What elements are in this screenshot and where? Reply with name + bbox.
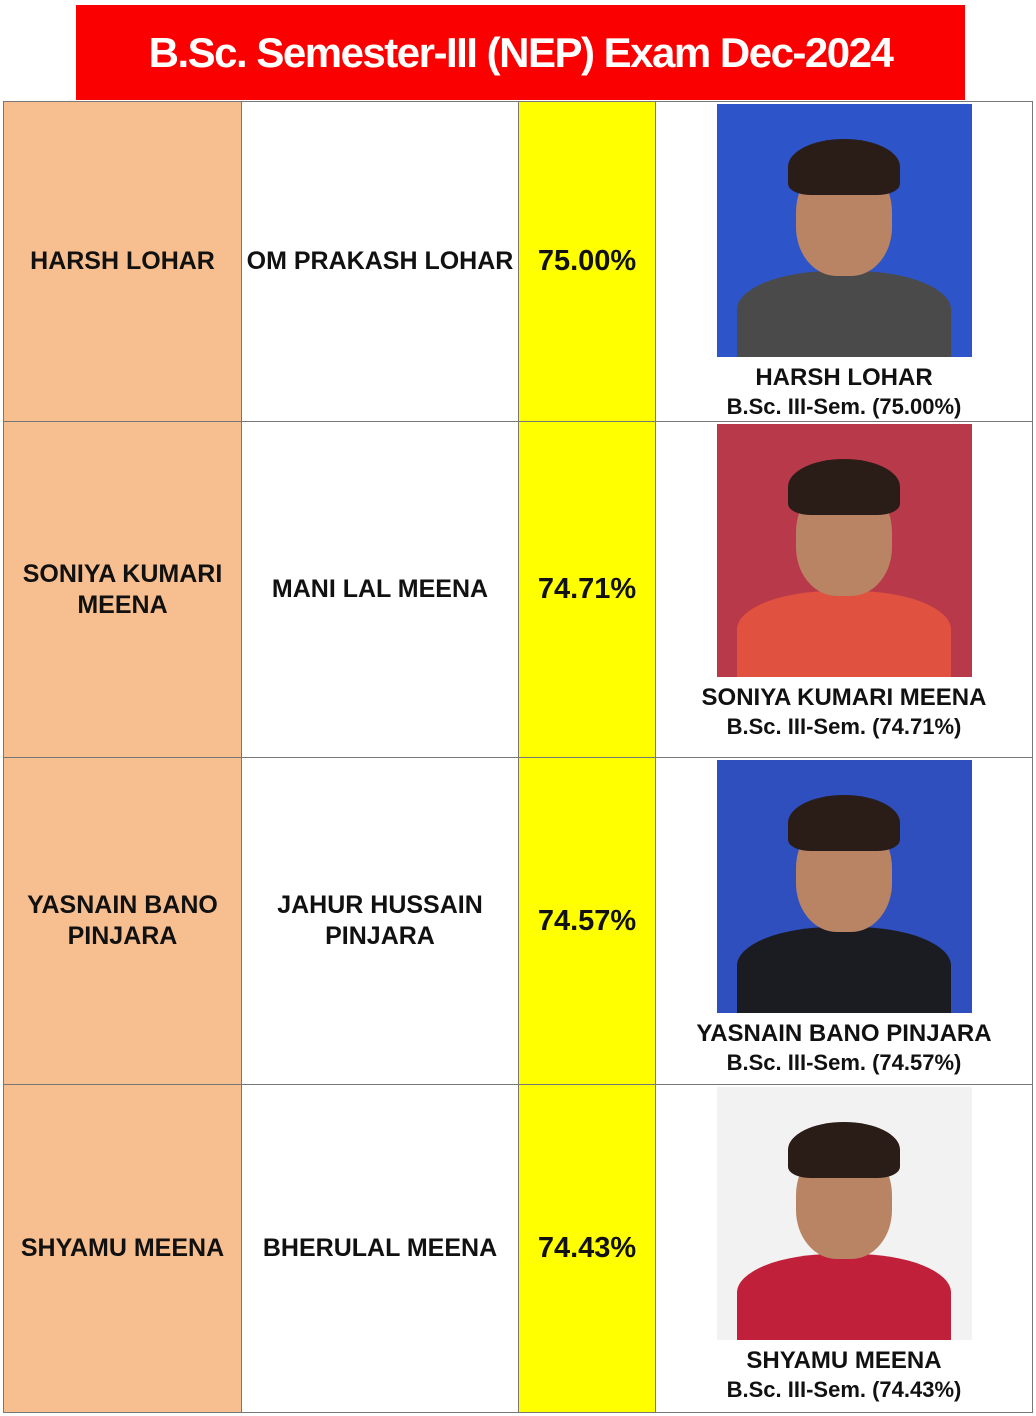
percentage: 74.43% (518, 1084, 656, 1413)
photo-body (736, 270, 952, 357)
photo-caption: B.Sc. III-Sem. (74.71%) (726, 714, 962, 739)
photo-caption: B.Sc. III-Sem. (74.57%) (726, 1050, 962, 1075)
photo-body (736, 926, 952, 1013)
student-name: SONIYA KUMARI MEENA (3, 421, 242, 758)
student-name: YASNAIN BANO PINJARA (3, 757, 242, 1085)
student-photo (716, 104, 972, 357)
father-name: OM PRAKASH LOHAR (241, 101, 519, 422)
photo-caption: B.Sc. III-Sem. (74.43%) (726, 1377, 962, 1402)
photo-body (736, 590, 952, 677)
photo-name: YASNAIN BANO PINJARA (696, 1020, 992, 1047)
percentage: 75.00% (518, 101, 656, 422)
photo-hair (787, 795, 901, 852)
student-row: SHYAMU MEENA BHERULAL MEENA 74.43% SHYAM… (3, 1084, 1033, 1413)
student-row: HARSH LOHAR OM PRAKASH LOHAR 75.00% HARS… (3, 101, 1033, 422)
photo-name: SONIYA KUMARI MEENA (701, 684, 987, 711)
photo-hair (787, 1122, 901, 1179)
percentage: 74.57% (518, 757, 656, 1085)
photo-cell: HARSH LOHAR B.Sc. III-Sem. (75.00%) (655, 101, 1033, 422)
father-name: MANI LAL MEENA (241, 421, 519, 758)
photo-caption: B.Sc. III-Sem. (75.00%) (726, 394, 962, 419)
photo-cell: SHYAMU MEENA B.Sc. III-Sem. (74.43%) (655, 1084, 1033, 1413)
photo-cell: YASNAIN BANO PINJARA B.Sc. III-Sem. (74.… (655, 757, 1033, 1085)
percentage: 74.71% (518, 421, 656, 758)
student-name: SHYAMU MEENA (3, 1084, 242, 1413)
results-table: HARSH LOHAR OM PRAKASH LOHAR 75.00% HARS… (3, 101, 1033, 1413)
student-photo (716, 1087, 972, 1340)
student-photo (716, 760, 972, 1013)
father-name: JAHUR HUSSAIN PINJARA (241, 757, 519, 1085)
photo-hair (787, 459, 901, 516)
title-text: B.Sc. Semester-III (NEP) Exam Dec-2024 (148, 29, 894, 76)
student-photo (716, 424, 972, 677)
photo-hair (787, 139, 901, 196)
photo-name: SHYAMU MEENA (746, 1347, 942, 1374)
student-row: SONIYA KUMARI MEENA MANI LAL MEENA 74.71… (3, 421, 1033, 758)
student-name: HARSH LOHAR (3, 101, 242, 422)
photo-cell: SONIYA KUMARI MEENA B.Sc. III-Sem. (74.7… (655, 421, 1033, 758)
student-row: YASNAIN BANO PINJARA JAHUR HUSSAIN PINJA… (3, 757, 1033, 1085)
photo-name: HARSH LOHAR (755, 364, 933, 391)
father-name: BHERULAL MEENA (241, 1084, 519, 1413)
photo-body (736, 1253, 952, 1340)
page-title: B.Sc. Semester-III (NEP) Exam Dec-2024 (76, 5, 965, 100)
